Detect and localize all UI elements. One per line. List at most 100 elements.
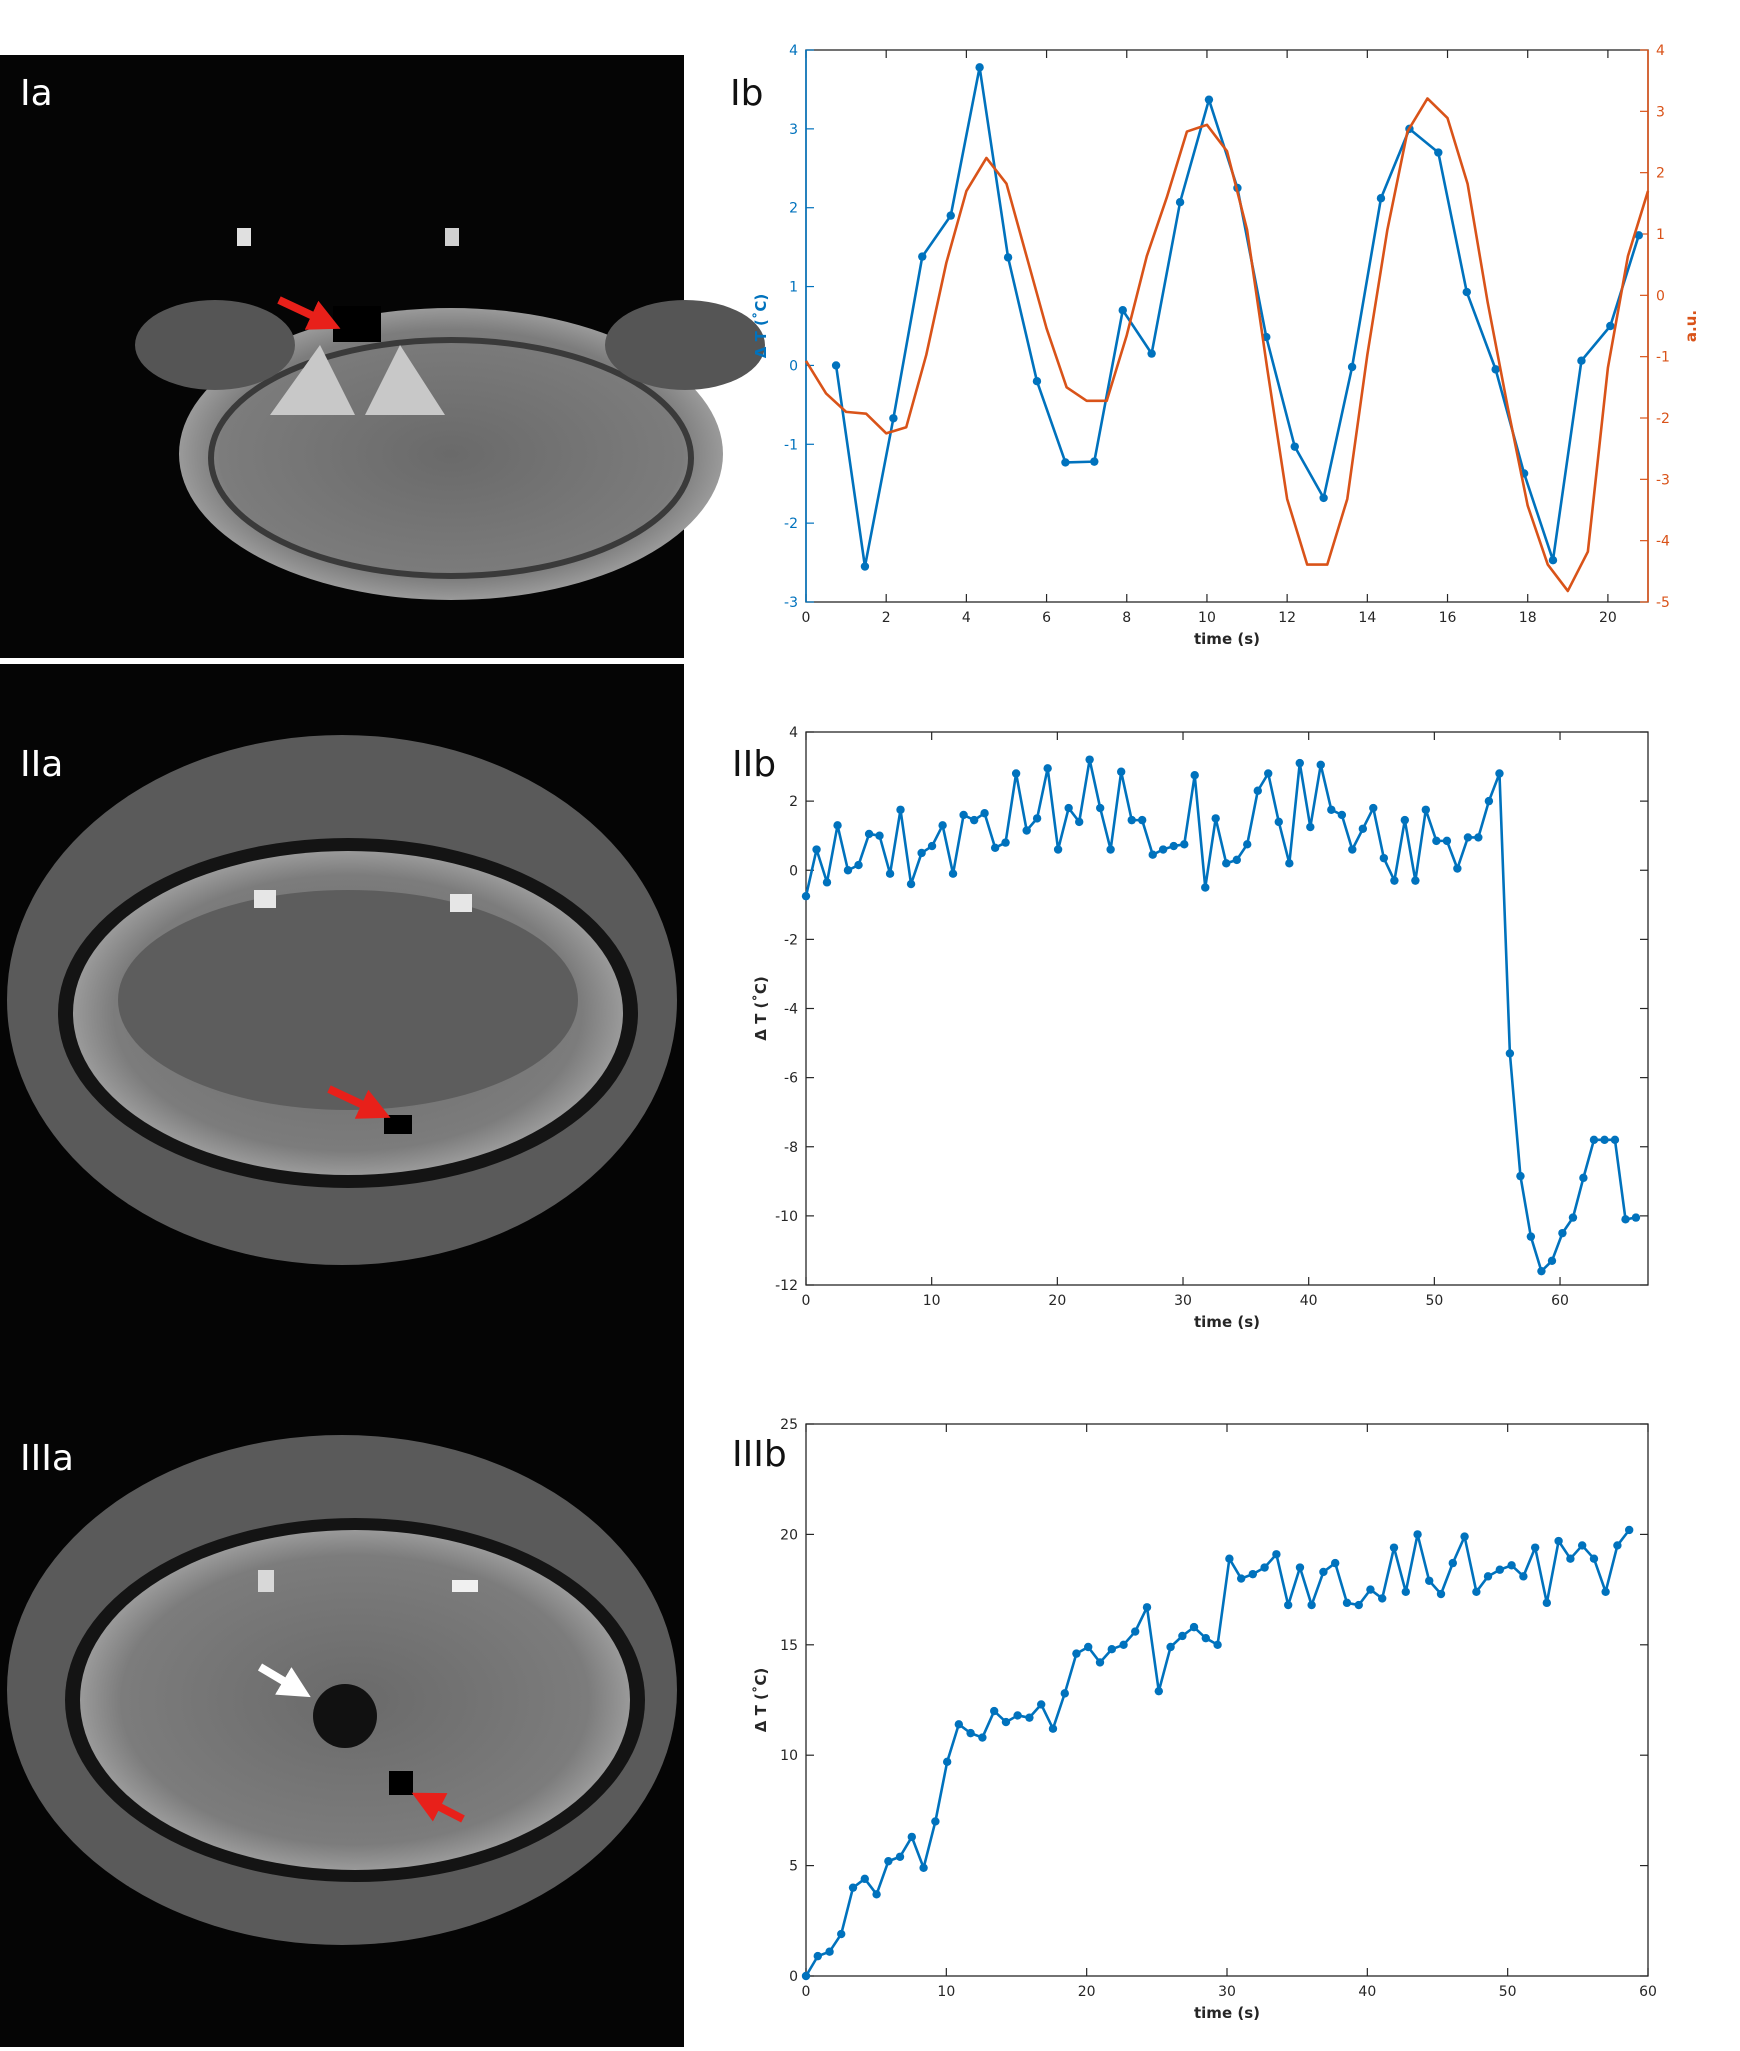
y-tick-label: 25 [780, 1417, 798, 1433]
data-point [931, 1817, 940, 1826]
data-point [1413, 1530, 1422, 1539]
data-point [919, 1863, 928, 1873]
data-point [860, 562, 870, 571]
data-point [1342, 1598, 1352, 1608]
y-axis-label: Δ T (˚C) [752, 976, 770, 1041]
data-point [1032, 814, 1042, 823]
data-point [1189, 1622, 1199, 1632]
data-point [1472, 1587, 1481, 1597]
data-point [1369, 803, 1378, 813]
data-point [833, 821, 842, 830]
data-point [1001, 1717, 1011, 1727]
data-point [1577, 356, 1586, 365]
data-point [1577, 1541, 1587, 1550]
y-tick-label: 0 [789, 1969, 798, 1985]
panel-label: IIIa [20, 1438, 74, 1479]
data-point [1131, 1627, 1140, 1636]
y2-tick-label: 0 [1656, 288, 1665, 304]
data-point [1366, 1585, 1375, 1594]
data-point [1484, 796, 1494, 806]
data-point [1048, 1724, 1058, 1733]
x-axis-label: time (s) [1194, 630, 1260, 648]
data-point [1319, 493, 1328, 503]
y2-tick-label: -1 [1656, 350, 1670, 366]
data-point [1379, 853, 1389, 863]
data-point [1495, 769, 1504, 778]
data-point [1589, 1554, 1599, 1563]
plot-frame [805, 1423, 1649, 1977]
data-point [1032, 377, 1042, 386]
data-point [1213, 1640, 1222, 1650]
data-point [1631, 1213, 1641, 1222]
data-point [1022, 826, 1031, 835]
y2-tick-label: -3 [1656, 472, 1670, 488]
data-point [1127, 815, 1136, 825]
data-point [884, 1856, 893, 1866]
data-point [966, 1728, 975, 1738]
data-point [1425, 1576, 1434, 1585]
panel-label: IIa [20, 744, 63, 785]
data-point [1401, 1587, 1410, 1597]
y2-tick-label: -2 [1656, 411, 1670, 427]
data-point [1568, 1213, 1578, 1222]
y-tick-label: 2 [789, 201, 798, 217]
data-point [1376, 194, 1386, 203]
x-tick-label: 40 [1358, 1984, 1376, 2000]
data-point [1634, 231, 1643, 240]
data-point [1116, 767, 1126, 776]
data-point [946, 211, 955, 220]
data-point [1548, 556, 1558, 565]
y-tick-label: 15 [780, 1638, 798, 1654]
x-tick-label: 8 [1122, 610, 1131, 626]
data-point [1601, 1587, 1610, 1597]
data-point [1613, 1541, 1622, 1550]
data-point [1084, 1642, 1093, 1652]
plot-frame [805, 731, 1649, 1286]
data-point [1260, 1563, 1269, 1572]
data-point [1389, 1543, 1399, 1552]
data-point [1621, 1215, 1630, 1224]
data-point [1354, 1600, 1363, 1610]
panel-label: Ia [20, 73, 53, 114]
data-point [1306, 822, 1315, 832]
data-point [1316, 760, 1325, 770]
x-tick-label: 20 [1048, 1293, 1066, 1309]
data-point [1204, 95, 1214, 104]
data-point [1272, 1550, 1281, 1559]
data-point [1013, 1711, 1022, 1720]
data-point [1624, 1525, 1634, 1535]
y-tick-label: -10 [775, 1209, 798, 1225]
data-point [1243, 840, 1252, 849]
panel-label: IIIb [732, 1434, 787, 1475]
data-point [1505, 1049, 1515, 1058]
x-tick-label: 10 [923, 1293, 941, 1309]
data-point [1337, 810, 1347, 820]
data-point [989, 1706, 999, 1716]
data-line [834, 66, 1641, 568]
data-point [1378, 1594, 1387, 1603]
y-tick-label: 4 [789, 43, 798, 59]
data-point [1579, 1173, 1588, 1183]
data-point [1166, 1642, 1175, 1652]
x-tick-label: 50 [1499, 1984, 1517, 2000]
x-axis-label: time (s) [1194, 2004, 1260, 2022]
data-point [1483, 1572, 1493, 1581]
data-point [1201, 1633, 1211, 1643]
data-point [1211, 814, 1220, 823]
data-point [1107, 1645, 1116, 1654]
data-point [1474, 833, 1483, 842]
data-point [907, 1832, 917, 1842]
data-point [948, 869, 958, 878]
data-point [1232, 855, 1242, 865]
data-point [1442, 836, 1452, 846]
y2-tick-label: 2 [1656, 166, 1665, 182]
chart: IIIb 0 10 20 30 40 50 60 0 5 10 15 20 25 time (s) Δ T (… [732, 1417, 1657, 2022]
data-point [1295, 1563, 1305, 1572]
data-point [1432, 836, 1441, 846]
chart: Ib0 2 4 6 8 10 12 14 16 18 20-3-2-101234-5-4-3-2-1… [730, 43, 1700, 648]
data-point [825, 1947, 834, 1956]
data-point [1118, 306, 1127, 315]
data-point [854, 860, 863, 870]
data-point [1390, 876, 1399, 885]
